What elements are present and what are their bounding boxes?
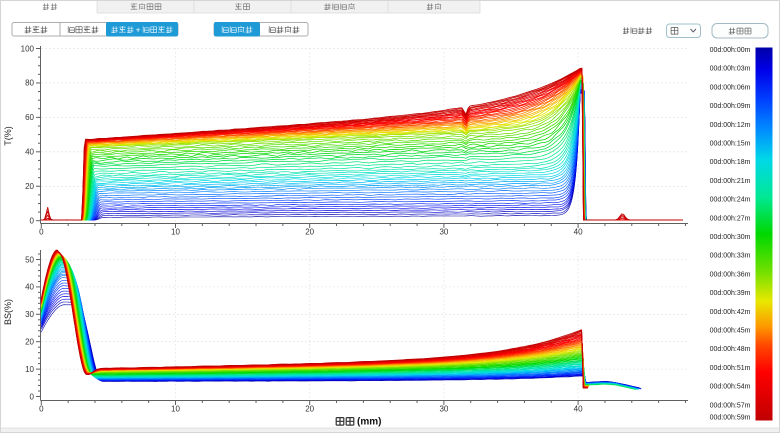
svg-text:0: 0 [39,228,44,237]
svg-text:0: 0 [30,217,35,226]
svg-text:00d:00h:06m: 00d:00h:06m [710,84,751,91]
svg-text:10: 10 [171,405,180,414]
svg-text:(mm): (mm) [357,417,381,428]
svg-text:40: 40 [25,283,34,292]
svg-text:00d:00h:21m: 00d:00h:21m [710,178,751,185]
svg-text:+: + [136,26,141,35]
svg-text:00d:00h:12m: 00d:00h:12m [710,122,751,129]
svg-text:00d:00h:48m: 00d:00h:48m [710,346,751,353]
svg-text:40: 40 [574,228,583,237]
svg-text:20: 20 [305,228,314,237]
svg-text:80: 80 [25,79,34,88]
svg-text:20: 20 [25,338,34,347]
svg-text:00d:00h:57m: 00d:00h:57m [710,402,751,409]
svg-text:40: 40 [574,405,583,414]
svg-text:20: 20 [305,405,314,414]
svg-text:00d:00h:18m: 00d:00h:18m [710,159,751,166]
svg-text:0: 0 [30,392,35,401]
svg-text:00d:00h:42m: 00d:00h:42m [710,309,751,316]
svg-text:30: 30 [439,228,448,237]
svg-text:00d:00h:54m: 00d:00h:54m [710,384,751,391]
svg-text:40: 40 [25,148,34,157]
svg-text:00d:00h:51m: 00d:00h:51m [710,365,751,372]
svg-text:00d:00h:09m: 00d:00h:09m [710,103,751,110]
svg-text:BS(%): BS(%) [3,299,13,325]
svg-text:10: 10 [25,365,34,374]
svg-text:30: 30 [439,405,448,414]
svg-text:00d:00h:27m: 00d:00h:27m [710,215,751,222]
svg-text:00d:00h:24m: 00d:00h:24m [710,197,751,204]
svg-text:60: 60 [25,113,34,122]
svg-text:10: 10 [171,228,180,237]
svg-text:00d:00h:45m: 00d:00h:45m [710,328,751,335]
svg-text:30: 30 [25,310,34,319]
svg-text:00d:00h:36m: 00d:00h:36m [710,271,751,278]
svg-text:T(%): T(%) [3,126,13,146]
svg-text:00d:00h:15m: 00d:00h:15m [710,141,751,148]
svg-text:00d:00h:00m: 00d:00h:00m [710,47,751,54]
svg-text:00d:00h:30m: 00d:00h:30m [710,234,751,241]
svg-text:0: 0 [39,405,44,414]
svg-text:20: 20 [25,182,34,191]
svg-text:00d:00h:03m: 00d:00h:03m [710,66,751,73]
svg-text:100: 100 [21,44,35,53]
svg-text:50: 50 [25,255,34,264]
svg-text:00d:00h:33m: 00d:00h:33m [710,253,751,260]
svg-text:00d:00h:39m: 00d:00h:39m [710,290,751,297]
svg-text:00d:00h:59m: 00d:00h:59m [710,415,751,422]
